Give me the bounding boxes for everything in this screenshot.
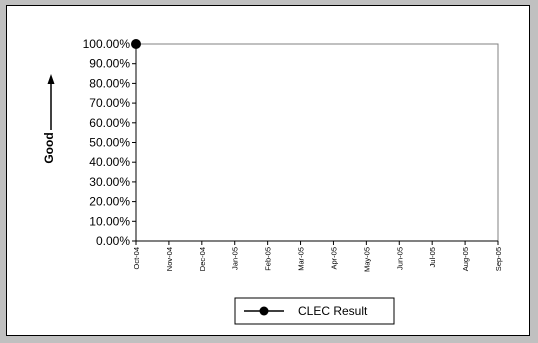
y-tick-label: 30.00% [89,175,130,189]
y-tick-label: 70.00% [89,96,130,110]
y-tick-label: 50.00% [89,136,130,150]
x-tick-label: Nov-04 [165,247,174,271]
x-tick-label: Feb-05 [264,247,273,271]
plot-area [135,43,499,242]
x-tick-label: Jun-05 [395,247,404,270]
y-tick-label: 100.00% [83,37,131,51]
y-tick-label: 10.00% [89,214,130,228]
x-tick-label: Apr-05 [329,247,338,270]
axes [132,43,499,245]
y-tick-label: 80.00% [89,76,130,90]
good-arrow-head [47,74,55,84]
tick-labels: 0.00% 10.00% 20.00% 30.00% 40.00% 50.00% 60.00… [83,37,503,272]
plot-border [135,43,499,242]
legend-marker [259,306,269,316]
x-tick-label: Aug-05 [461,247,470,271]
y-axis-title-group: Good [42,74,56,164]
legend-label: CLEC Result [298,304,368,318]
data-point [131,39,141,49]
x-tick-label: Jul-05 [428,247,437,267]
x-tick-label: Jan-05 [231,247,240,270]
y-tick-label: 20.00% [89,195,130,209]
legend: CLEC Result [234,297,395,325]
x-tick-label: Mar-05 [297,247,306,271]
y-axis-title: Good [42,132,56,163]
y-tick-label: 60.00% [89,116,130,130]
y-tick-label: 90.00% [89,57,130,71]
x-tick-label: Dec-04 [198,247,207,271]
x-tick-label: May-05 [362,247,371,272]
y-tick-label: 0.00% [96,234,130,248]
series-layer [131,39,141,49]
x-tick-label: Oct-04 [132,247,141,270]
y-tick-label: 40.00% [89,155,130,169]
x-tick-label: Sep-05 [494,247,503,271]
